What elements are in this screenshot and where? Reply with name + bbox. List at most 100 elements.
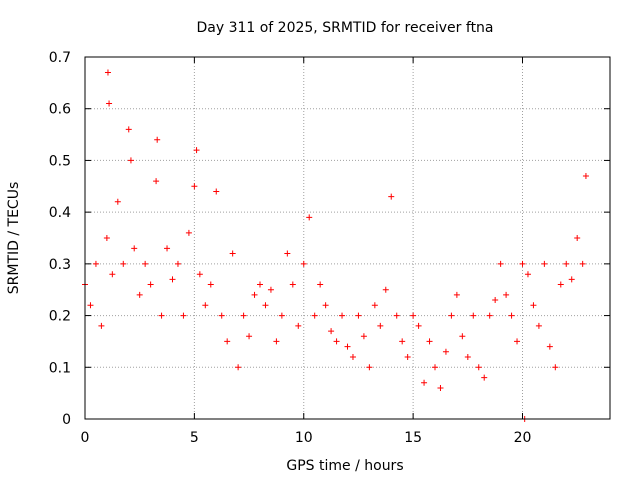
data-point [142, 260, 149, 267]
x-tick-labels: 0 5 10 15 20 [81, 430, 532, 446]
data-point [579, 260, 586, 267]
data-point [437, 384, 444, 391]
data-point [289, 281, 296, 288]
data-point [284, 250, 291, 257]
data-point [535, 322, 542, 329]
data-point [169, 276, 176, 283]
data-point [127, 157, 134, 164]
data-point [563, 260, 570, 267]
plot-frame [84, 56, 611, 420]
x-tick-label: 10 [295, 430, 313, 446]
data-point [366, 364, 373, 371]
data-point [267, 286, 274, 293]
data-point [503, 291, 510, 298]
data-point [393, 312, 400, 319]
data-point [317, 281, 324, 288]
data-point [508, 312, 515, 319]
data-point [519, 260, 526, 267]
data-point [464, 353, 471, 360]
y-tick-label: 0 [62, 412, 71, 428]
data-point [224, 338, 231, 345]
x-axis-label: GPS time / hours [286, 458, 403, 474]
data-point [371, 302, 378, 309]
data-point [514, 338, 521, 345]
data-point [339, 312, 346, 319]
axis-ticks [84, 56, 610, 420]
data-point [158, 312, 165, 319]
data-point [448, 312, 455, 319]
y-tick-label: 0.5 [49, 153, 71, 169]
data-point [246, 333, 253, 340]
chart-title: Day 311 of 2025, SRMTID for receiver ftn… [196, 20, 493, 36]
data-point [273, 338, 280, 345]
data-point [131, 245, 138, 252]
data-point [377, 322, 384, 329]
data-point [415, 322, 422, 329]
data-point [453, 291, 460, 298]
y-tick-label: 0.3 [49, 257, 71, 273]
data-point [388, 193, 395, 200]
data-point [257, 281, 263, 288]
data-point [568, 276, 575, 283]
data-point [426, 338, 433, 345]
data-point [92, 260, 99, 267]
data-point [87, 302, 94, 309]
data-point [574, 235, 581, 241]
data-point [164, 245, 171, 252]
data-point [174, 260, 181, 267]
data-point [98, 322, 105, 329]
x-tick-label: 15 [404, 430, 422, 446]
data-point [360, 333, 367, 340]
data-point [300, 260, 307, 267]
data-point [311, 312, 318, 319]
data-point [328, 328, 335, 335]
data-point [278, 312, 285, 319]
y-tick-label: 0.4 [49, 205, 71, 221]
data-point [404, 353, 411, 360]
y-tick-label: 0.6 [49, 102, 71, 118]
data-point [262, 302, 269, 309]
data-point [125, 126, 132, 133]
data-point [103, 235, 110, 241]
data-point [251, 291, 258, 298]
data-point [191, 183, 198, 190]
data-point [344, 343, 351, 350]
data-point [492, 297, 499, 304]
data-point [104, 69, 111, 76]
data-point [541, 260, 548, 267]
data-point [399, 338, 406, 345]
x-tick-label: 20 [514, 430, 532, 446]
grid-layer [85, 57, 610, 419]
data-point [235, 364, 242, 371]
data-point [193, 147, 200, 154]
data-point [497, 260, 504, 267]
data-point [306, 214, 313, 221]
data-point [218, 312, 225, 319]
data-point [582, 172, 589, 179]
data-point [333, 338, 340, 345]
data-point [322, 302, 329, 309]
data-point [106, 100, 113, 107]
data-point [470, 312, 477, 319]
data-points [82, 69, 589, 422]
data-point [524, 271, 531, 278]
data-point [202, 302, 209, 309]
data-point [109, 271, 116, 278]
data-point [185, 229, 192, 236]
x-tick-label: 0 [81, 430, 90, 446]
data-point [486, 312, 493, 319]
data-point [120, 260, 127, 267]
data-point [442, 348, 449, 355]
data-point [147, 281, 154, 288]
data-point [240, 312, 247, 319]
y-tick-label: 0.1 [49, 360, 71, 376]
data-point [295, 322, 302, 329]
data-point [180, 312, 187, 319]
data-point [153, 178, 160, 185]
data-point [349, 353, 356, 360]
y-tick-labels: 0 0.1 0.2 0.3 0.4 0.5 0.6 0.7 [49, 50, 71, 428]
data-point [114, 198, 121, 205]
y-tick-label: 0.2 [49, 309, 71, 325]
data-point [154, 136, 161, 143]
